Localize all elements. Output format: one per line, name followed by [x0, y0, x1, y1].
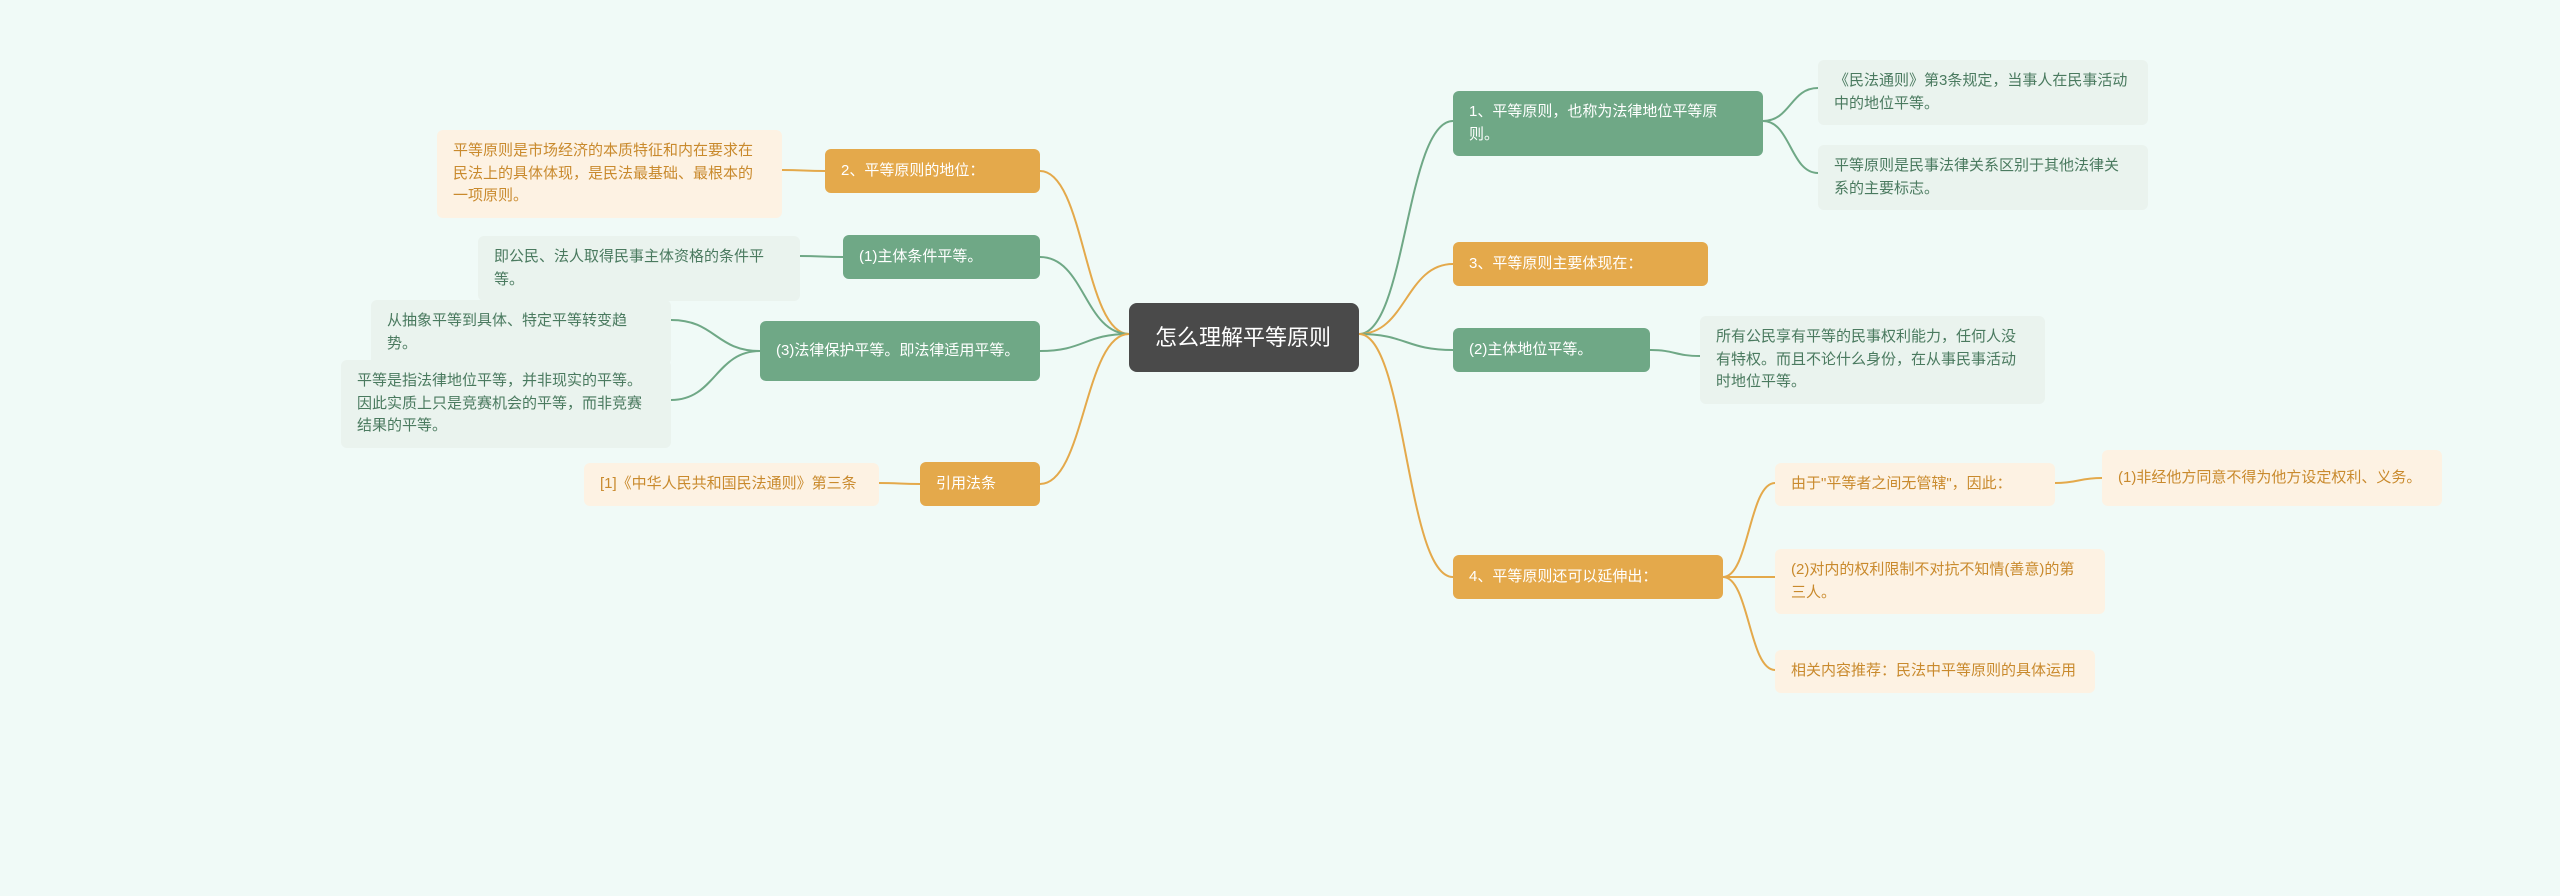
- node-L4: 引用法条: [920, 462, 1040, 506]
- node-R1a: 《民法通则》第3条规定，当事人在民事活动中的地位平等。: [1818, 60, 2148, 125]
- node-L3: (3)法律保护平等。即法律适用平等。: [760, 321, 1040, 381]
- node-L2: (1)主体条件平等。: [843, 235, 1040, 279]
- node-R4b: (2)对内的权利限制不对抗不知情(善意)的第三人。: [1775, 549, 2105, 614]
- node-R4a1: (1)非经他方同意不得为他方设定权利、义务。: [2102, 450, 2442, 506]
- node-R1b: 平等原则是民事法律关系区别于其他法律关系的主要标志。: [1818, 145, 2148, 210]
- node-R4: 4、平等原则还可以延伸出：: [1453, 555, 1723, 599]
- node-L2a: 即公民、法人取得民事主体资格的条件平等。: [478, 236, 800, 301]
- node-L3a: 从抽象平等到具体、特定平等转变趋势。: [371, 300, 671, 365]
- node-L1a: 平等原则是市场经济的本质特征和内在要求在民法上的具体体现，是民法最基础、最根本的…: [437, 130, 782, 218]
- node-R4c: 相关内容推荐：民法中平等原则的具体运用: [1775, 650, 2095, 693]
- node-R1: 1、平等原则，也称为法律地位平等原则。: [1453, 91, 1763, 156]
- node-L3b: 平等是指法律地位平等，并非现实的平等。因此实质上只是竞赛机会的平等，而非竞赛结果…: [341, 360, 671, 448]
- node-R2: 3、平等原则主要体现在：: [1453, 242, 1708, 286]
- node-R3: (2)主体地位平等。: [1453, 328, 1650, 372]
- node-L1: 2、平等原则的地位：: [825, 149, 1040, 193]
- node-root: 怎么理解平等原则: [1129, 303, 1359, 372]
- node-R4a: 由于"平等者之间无管辖"，因此：: [1775, 463, 2055, 506]
- node-R3a: 所有公民享有平等的民事权利能力，任何人没有特权。而且不论什么身份，在从事民事活动…: [1700, 316, 2045, 404]
- node-L4a: [1]《中华人民共和国民法通则》第三条: [584, 463, 879, 506]
- connector-layer: [0, 0, 2560, 896]
- mindmap-canvas: 怎么理解平等原则 2、平等原则的地位： 平等原则是市场经济的本质特征和内在要求在民法…: [0, 0, 2560, 896]
